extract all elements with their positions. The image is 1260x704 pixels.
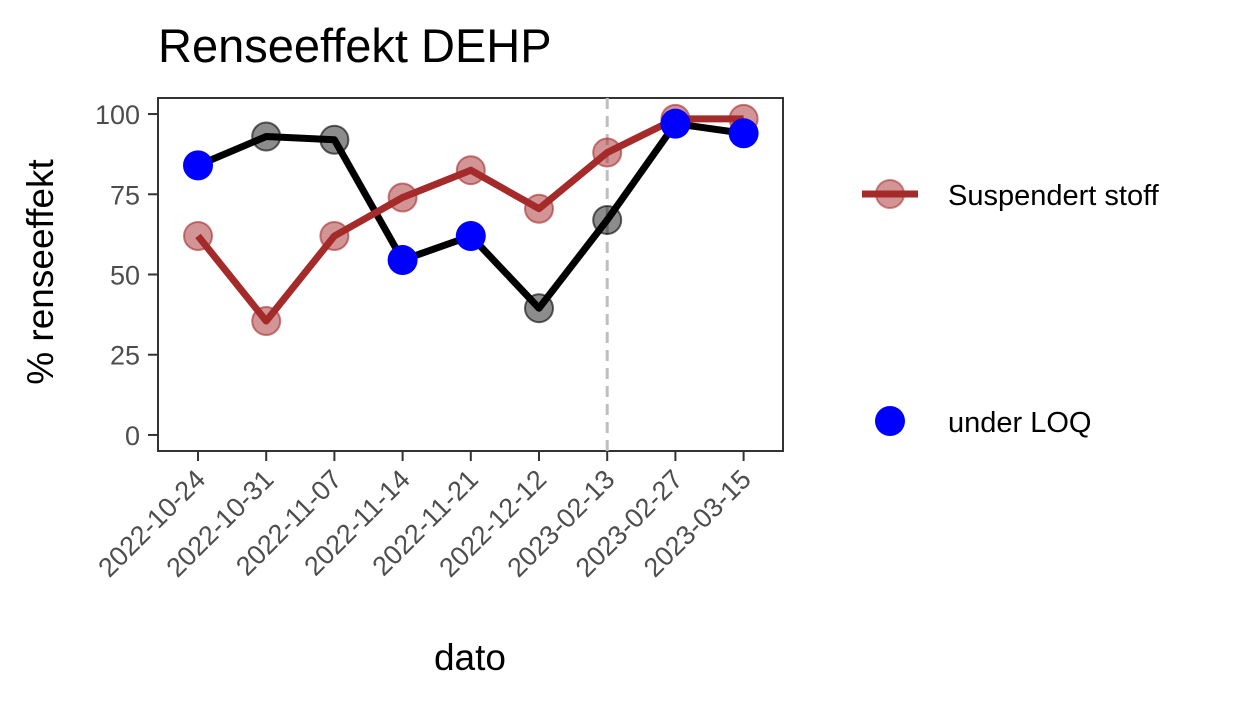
y-tick-label: 75 <box>110 180 140 210</box>
series-line-0 <box>196 120 745 312</box>
series-point-1 <box>592 137 623 168</box>
y-tick-label: 25 <box>110 341 140 371</box>
y-axis: 0 25 50 75 100 <box>95 100 158 451</box>
series-point-1 <box>251 306 282 337</box>
under-loq-point <box>183 150 213 181</box>
series-layer <box>183 103 759 337</box>
legend-label-under-loq: under LOQ <box>948 407 1091 439</box>
series-point-0 <box>251 121 282 152</box>
y-axis-title: % renseeffekt <box>20 159 61 385</box>
x-axis-title: dato <box>434 637 506 678</box>
plot-panel <box>157 97 784 452</box>
legend-suspendert-point <box>875 179 905 209</box>
legend: Suspendert stoff under LOQ <box>862 179 1160 439</box>
y-tick-label: 100 <box>95 100 140 130</box>
x-axis: 2022-10-242022-10-312022-11-072022-11-14… <box>92 451 757 583</box>
series-point-0 <box>592 204 623 235</box>
series-point-1 <box>524 193 554 224</box>
legend-label-suspendert: Suspendert stoff <box>948 180 1160 212</box>
under-loq-point <box>660 108 691 139</box>
under-loq-point <box>728 118 759 149</box>
series-point-1 <box>387 182 418 213</box>
series-line-1 <box>195 115 744 325</box>
chart-title: Renseeffekt DEHP <box>158 19 552 72</box>
series-point-1 <box>183 220 213 251</box>
y-tick-label: 0 <box>125 421 140 451</box>
series-point-0 <box>319 124 350 155</box>
y-tick-label: 50 <box>110 261 140 291</box>
legend-under-loq-point <box>875 406 905 436</box>
series-point-1 <box>319 220 350 251</box>
under-loq-point <box>387 245 418 276</box>
series-point-1 <box>455 155 486 186</box>
under-loq-point <box>455 220 486 251</box>
series-point-0 <box>524 293 554 324</box>
